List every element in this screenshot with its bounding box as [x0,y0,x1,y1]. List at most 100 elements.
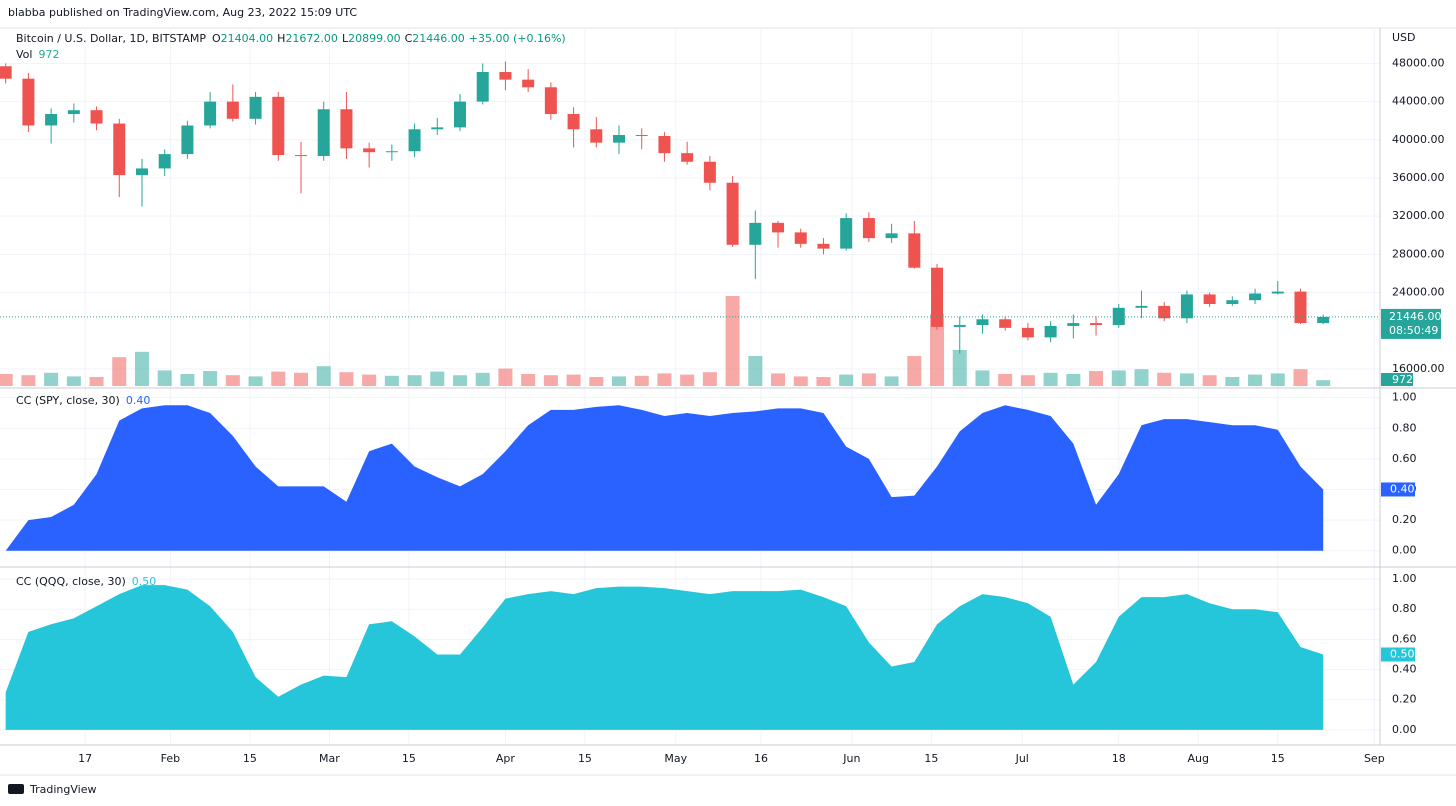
candle-body [999,319,1012,328]
y-tick-label: 1.00 [1392,391,1417,404]
volume-bar [498,368,513,386]
candle-body [431,127,444,130]
countdown: 08:50:49 [1389,324,1438,337]
x-tick-label: 15 [402,752,416,765]
candle-body [272,96,285,156]
x-tick-label: 16 [754,752,768,765]
volume-bar [271,371,286,386]
candle-body [931,267,944,327]
volume-bar [1020,375,1035,386]
candle-body [749,222,762,245]
x-tick-label: Jun [842,752,860,765]
x-tick-label: 15 [1271,752,1285,765]
candle-body [817,243,830,249]
candle-body [0,66,12,79]
x-tick-label: Aug [1188,752,1209,765]
volume-bar [657,373,672,386]
candle-body [476,72,489,102]
spy-legend: CC (SPY, close, 30) 0.40 [16,394,150,407]
volume-bar [1225,377,1240,386]
symbol: Bitcoin / U.S. Dollar, 1D, BITSTAMP [16,32,206,45]
volume-bar [566,374,581,386]
value-label: 0.50 [1390,647,1415,660]
candle-body [499,72,512,80]
candle-body [1294,291,1307,324]
candle-body [204,101,217,126]
y-tick-label: 0.20 [1392,693,1417,706]
area [5,585,1324,730]
candle-body [613,135,626,143]
qqq-value: 0.50 [132,575,157,588]
candle-body [862,218,875,239]
y-tick-label: 16000.00 [1392,362,1445,375]
x-tick-label: Sep [1364,752,1385,765]
candle-body [181,125,194,155]
x-tick-label: Jul [1015,752,1029,765]
volume-bar [907,356,922,386]
volume-bar [339,372,354,386]
volume-bar [1202,375,1217,386]
volume-bar [407,375,422,386]
y-tick-label: 0.40 [1392,663,1417,676]
volume-bar [293,372,308,386]
axis-labels: 17 Feb 15 Mar 15 Apr 15 May 16 Jun 15 Jul 18 Aug 15 Sep… [78,56,1444,765]
candle-body [1112,307,1125,325]
vol-name: Vol [16,48,32,61]
volume-bar [930,314,945,386]
value-box [1381,647,1415,662]
y-tick-label: 32000.00 [1392,209,1445,222]
candle-body [567,114,580,130]
qqq-legend: CC (QQQ, close, 30) 0.50 [16,575,156,588]
last-price-box [1381,308,1441,339]
volume-bar [771,373,786,386]
area [5,405,1324,551]
volume-bar [543,375,558,386]
candle-body [90,110,103,124]
value-label: 0.40 [1390,482,1415,495]
candle-body [226,101,239,119]
volume-bar [430,371,445,386]
volume-bar [861,373,876,386]
candle-body [113,123,126,176]
x-tick-label: May [664,752,687,765]
volume-bar [453,375,467,386]
y-tick-label: 28000.00 [1392,247,1445,260]
volume-bar [362,374,377,386]
volume-bar [612,376,627,386]
volume-bar [521,374,536,386]
candle-body [658,135,671,154]
volume-bar [1316,380,1331,386]
x-tick-label: Apr [496,752,516,765]
volume-bar [634,375,649,386]
candle-body [840,218,853,249]
qqq-title: CC (QQQ, close, 30) [16,575,126,588]
candle-body [1271,291,1284,294]
volume-bar [89,377,104,386]
candle-body [1226,300,1239,304]
h-value: 21672.00 [285,32,338,45]
volume-bar [248,376,263,386]
x-tick-label: 17 [78,752,92,765]
h-label: H [277,32,285,45]
volume-bar [180,374,195,386]
candle-body [1317,316,1330,324]
spy-title: CC (SPY, close, 30) [16,394,120,407]
y-tick-label: 0.00 [1392,544,1417,557]
change: +35.00 (+0.16%) [469,32,566,45]
publisher: blabba published on TradingView.com, Aug… [8,6,357,19]
candle-body [317,109,330,157]
volume-bar [1270,373,1285,386]
candle-body [635,135,648,137]
volume-bar [1157,372,1172,386]
candle-body [294,155,307,157]
candle-body [522,79,535,88]
o-label: O [212,32,221,45]
currency: USD [1392,31,1416,44]
candle-body [1249,293,1262,301]
y-tick-label: 0.20 [1392,513,1417,526]
y-tick-label: 0.60 [1392,632,1417,645]
candle-body [1021,327,1034,338]
l-label: L [342,32,349,45]
candle-body [976,319,989,325]
